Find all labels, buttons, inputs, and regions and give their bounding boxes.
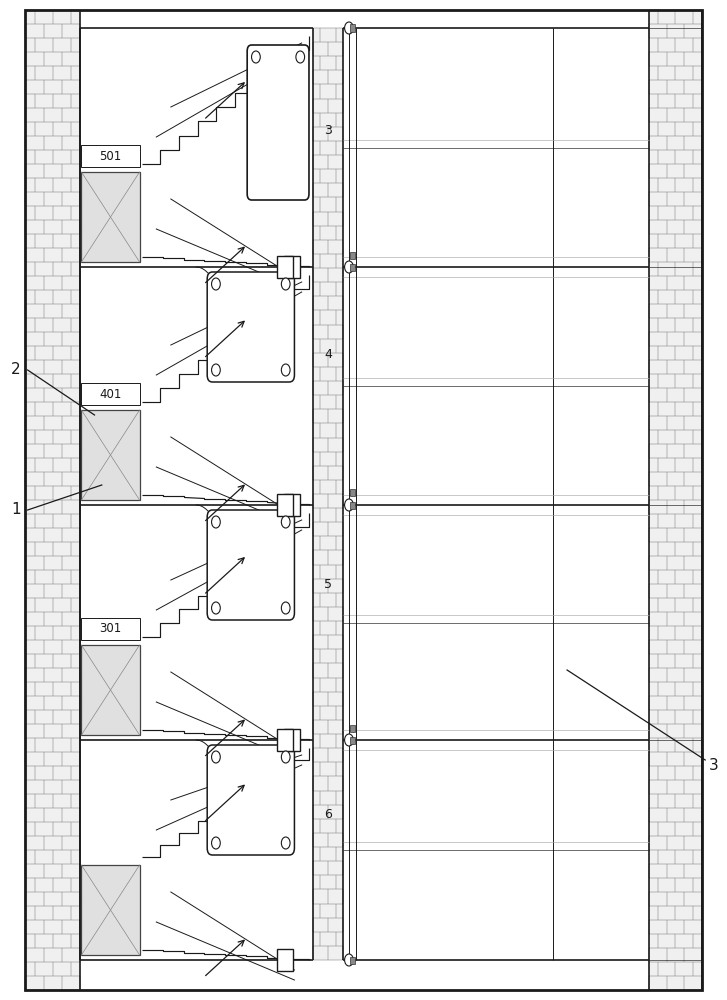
- Circle shape: [345, 734, 353, 746]
- Text: 501: 501: [100, 149, 121, 162]
- Circle shape: [281, 364, 290, 376]
- Bar: [25, 10, 80, 990]
- Circle shape: [212, 602, 220, 614]
- Bar: [350, 489, 355, 496]
- Circle shape: [212, 364, 220, 376]
- Text: 5: 5: [324, 578, 332, 591]
- Bar: [350, 724, 355, 732]
- Bar: [350, 24, 355, 31]
- Circle shape: [252, 51, 260, 63]
- Circle shape: [212, 516, 220, 528]
- Circle shape: [345, 954, 353, 966]
- Circle shape: [281, 516, 290, 528]
- Text: 3: 3: [709, 758, 719, 772]
- Circle shape: [345, 22, 353, 34]
- Bar: [284, 729, 300, 751]
- Circle shape: [281, 602, 290, 614]
- FancyBboxPatch shape: [207, 510, 294, 620]
- Bar: [350, 263, 355, 270]
- Bar: [350, 502, 355, 508]
- Bar: [284, 494, 300, 516]
- Bar: [350, 736, 355, 744]
- Bar: [350, 251, 355, 258]
- Bar: [277, 494, 293, 516]
- Text: 401: 401: [100, 387, 121, 400]
- Bar: [81, 645, 140, 735]
- Circle shape: [296, 51, 305, 63]
- Circle shape: [281, 751, 290, 763]
- Text: 4: 4: [324, 349, 332, 361]
- Circle shape: [345, 261, 353, 273]
- Bar: [277, 949, 293, 971]
- FancyBboxPatch shape: [247, 45, 309, 200]
- Bar: [81, 383, 140, 405]
- Circle shape: [212, 751, 220, 763]
- Bar: [81, 618, 140, 640]
- Bar: [649, 10, 702, 990]
- Circle shape: [281, 278, 290, 290]
- Text: 2: 2: [11, 362, 21, 377]
- Bar: [350, 956, 355, 964]
- Text: 1: 1: [11, 502, 21, 518]
- Bar: [81, 145, 140, 167]
- Circle shape: [281, 837, 290, 849]
- Bar: [284, 256, 300, 278]
- FancyBboxPatch shape: [207, 745, 294, 855]
- Bar: [81, 172, 140, 262]
- Circle shape: [212, 278, 220, 290]
- Circle shape: [212, 837, 220, 849]
- Bar: [277, 729, 293, 751]
- Text: 301: 301: [100, 622, 121, 636]
- FancyBboxPatch shape: [207, 272, 294, 382]
- Bar: [277, 256, 293, 278]
- Bar: [81, 865, 140, 955]
- Text: 6: 6: [324, 808, 332, 822]
- Circle shape: [345, 499, 353, 511]
- Bar: [81, 410, 140, 500]
- Text: 3: 3: [324, 123, 332, 136]
- Bar: [313, 28, 343, 960]
